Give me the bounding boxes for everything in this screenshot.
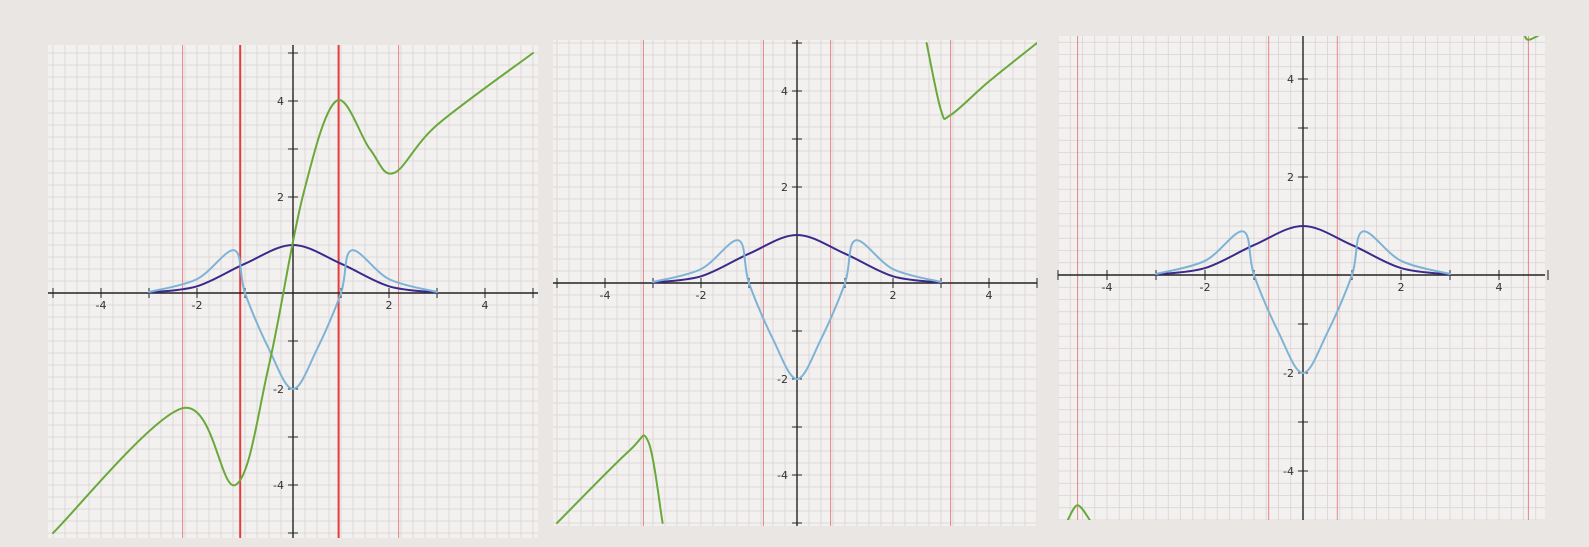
y-tick-label: 2 (781, 181, 788, 194)
y-tick-label: 2 (277, 191, 284, 204)
series-line-gaussian (652, 234, 942, 284)
x-tick-label: -2 (1200, 281, 1211, 294)
y-tick-label: -2 (273, 383, 284, 396)
series-line-second_derivative (1155, 230, 1451, 374)
series-group (556, 42, 1037, 524)
x-tick-label: 4 (482, 299, 489, 312)
x-tick-label: -2 (192, 299, 203, 312)
x-tick-label: 2 (890, 289, 897, 302)
plot-area (1058, 36, 1545, 520)
series-line-rational (925, 42, 1037, 120)
x-tick-label: 2 (386, 299, 393, 312)
graph-panel-3: -4 -2 2 4 4 2 -2 -4 (1057, 36, 1549, 520)
grid-lines (1058, 36, 1545, 520)
y-tick-label: -4 (777, 469, 788, 482)
x-tick-label: -4 (1102, 281, 1113, 294)
series-group (52, 52, 534, 534)
graph-panel-2: -4 -2 2 4 4 2 -2 -4 (553, 40, 1038, 526)
series-line-second_derivative (148, 249, 438, 390)
y-tick-label: 2 (1287, 171, 1294, 184)
y-tick-label: -2 (777, 373, 788, 386)
series-line-second_derivative (652, 239, 942, 380)
y-tick-label: 4 (781, 85, 788, 98)
x-tick-label: 4 (986, 289, 993, 302)
series-group (1066, 36, 1540, 520)
y-tick-label: -4 (1283, 465, 1294, 478)
x-tick-label: -2 (696, 289, 707, 302)
x-tick-label: -4 (96, 299, 107, 312)
y-tick-label: -4 (273, 479, 284, 492)
series-line-rational (52, 52, 534, 534)
graph-panel-1: -4 -2 2 4 4 2 -2 -4 (48, 45, 538, 538)
series-line-rational (556, 434, 664, 524)
x-tick-label: 2 (1398, 281, 1405, 294)
series-line-rational (1523, 36, 1540, 41)
y-tick-label: 4 (1287, 73, 1294, 86)
x-tick-label: 4 (1496, 281, 1503, 294)
y-tick-label: 4 (277, 95, 284, 108)
y-tick-label: -2 (1283, 367, 1294, 380)
series-line-rational (1066, 504, 1091, 520)
series-line-gaussian (1155, 225, 1451, 276)
x-tick-label: -4 (600, 289, 611, 302)
